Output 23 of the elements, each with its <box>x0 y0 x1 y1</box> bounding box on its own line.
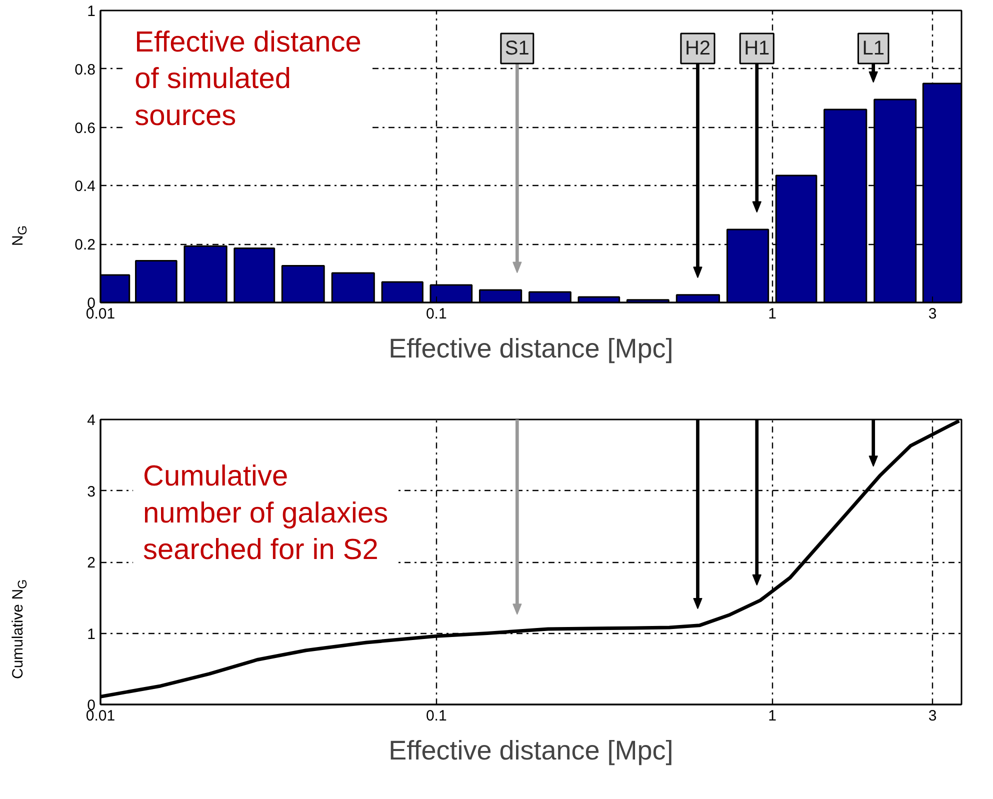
y-tick-label: 0.8 <box>74 61 96 78</box>
y-tick-label: 1 <box>87 3 96 20</box>
x-tick-label: 1 <box>768 708 776 724</box>
x-tick-label: 0.1 <box>426 708 447 724</box>
y-tick-label: 4 <box>87 412 96 429</box>
annotation: Effective distance of simulated sources <box>134 26 362 132</box>
annotation: Cumulative number of galaxies searched for in S2 <box>143 460 388 566</box>
x-tick-label: 3 <box>928 306 937 322</box>
x-tick-label: 3 <box>928 708 937 724</box>
y-tick-label: 0.4 <box>74 178 96 196</box>
y-tick-label: 2 <box>87 554 96 572</box>
x-tick-label: 1 <box>768 306 776 322</box>
x-tick-label: 0.1 <box>426 306 447 322</box>
ref-line-label: H2 <box>684 37 711 60</box>
ref-line-label: S1 <box>504 37 530 60</box>
x-axis-title: Effective distance [Mpc] <box>388 736 674 766</box>
y-tick-label: 1 <box>87 626 96 643</box>
ref-line-label: L1 <box>862 37 884 60</box>
ref-line-label: H1 <box>744 37 770 60</box>
y-tick-label: 0.6 <box>74 120 96 137</box>
y-tick-label: 0.2 <box>74 236 96 254</box>
y-tick-label: 3 <box>87 483 96 500</box>
x-axis-title: Effective distance [Mpc] <box>388 334 674 364</box>
